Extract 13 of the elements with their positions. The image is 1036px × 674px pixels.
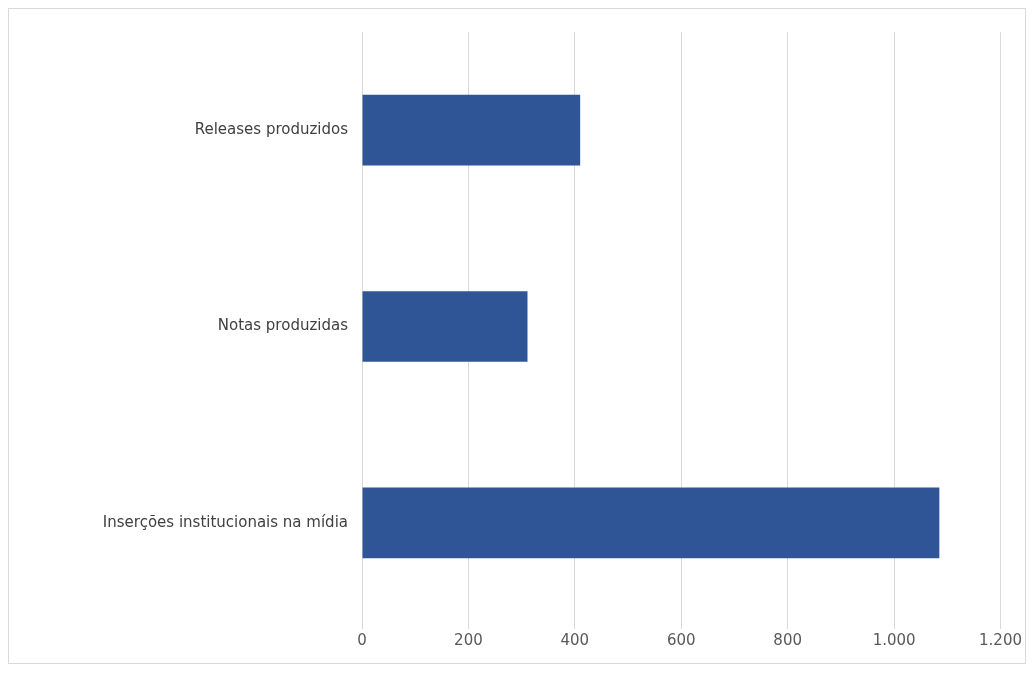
x-tick-label: 400 [560,630,590,649]
y-tick-label: Releases produzidos [194,120,349,139]
bar [362,291,528,362]
x-tick-label: 800 [773,630,803,649]
x-tick-label: 200 [454,630,483,649]
y-tick-label: Inserções institucionais na mídia [102,512,348,531]
x-tick-label: 0 [357,630,367,649]
y-tick-label: Notas produzidas [217,316,349,335]
x-tick-label: 1.000 [872,630,916,649]
x-tick-label: 1.200 [979,630,1023,649]
x-tick-label: 600 [666,630,696,649]
bar [362,487,940,559]
bar [362,94,581,166]
